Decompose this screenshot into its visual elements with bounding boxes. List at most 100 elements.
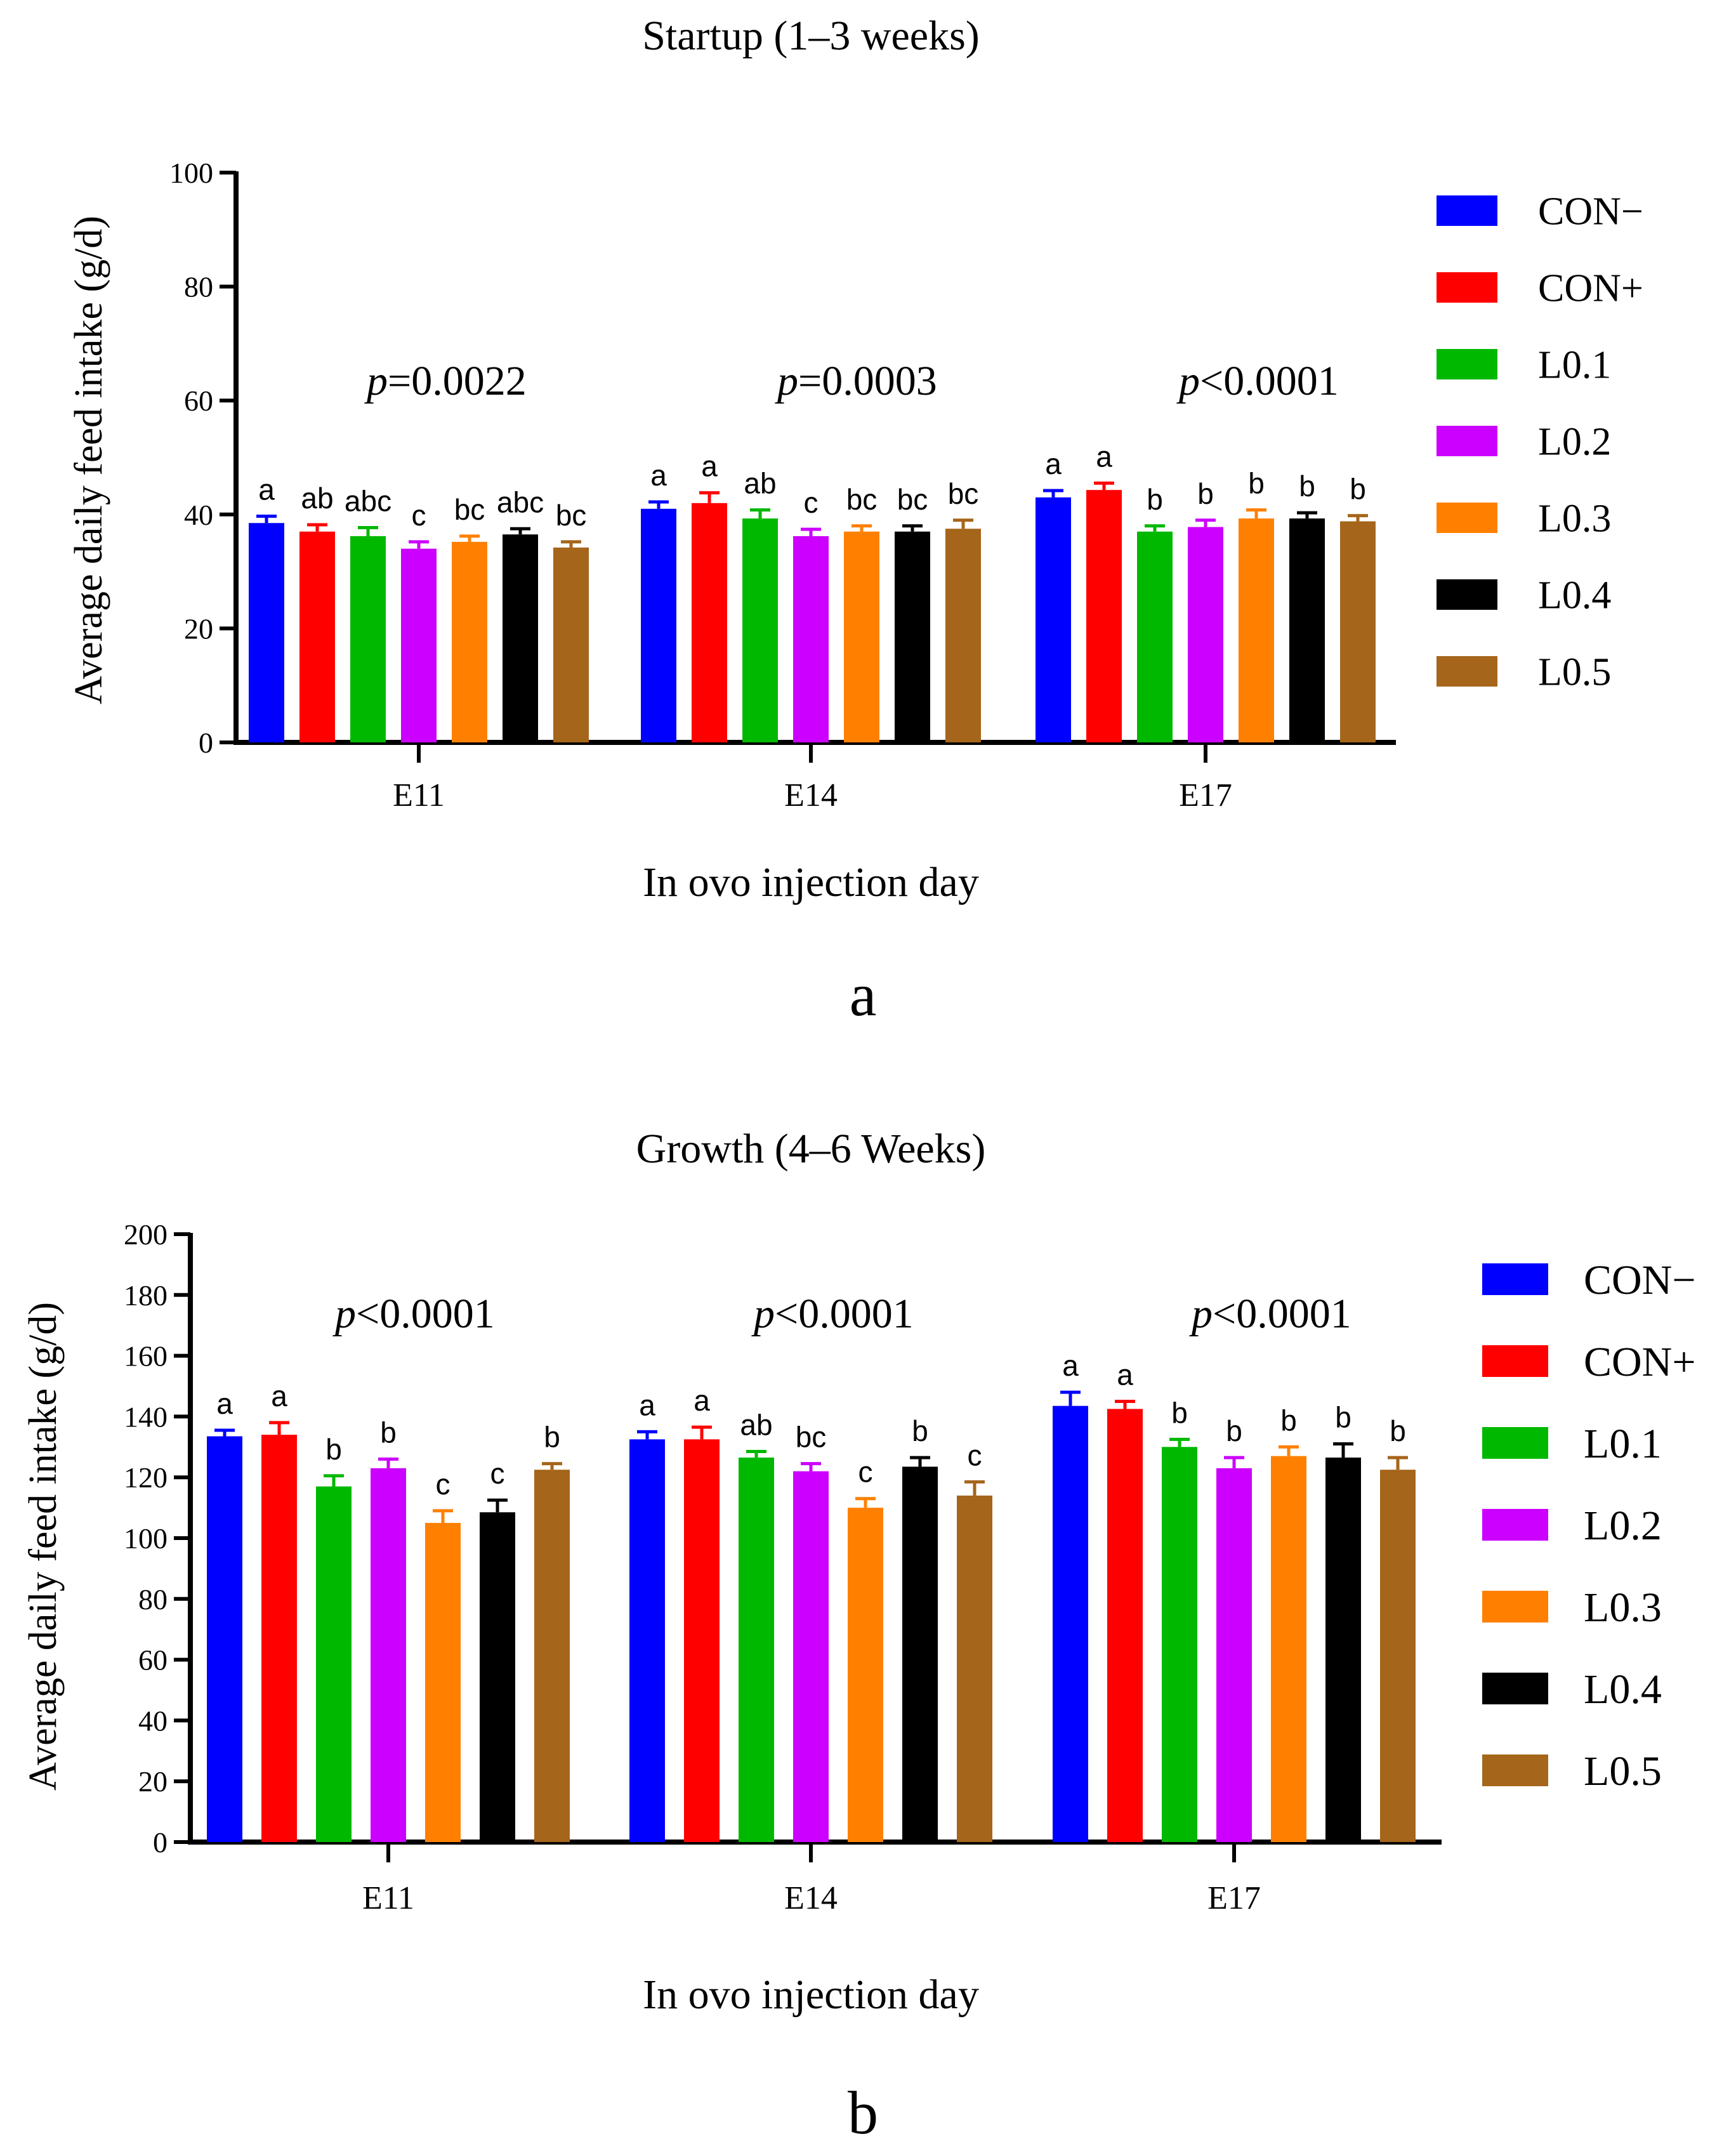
bar — [401, 548, 437, 742]
y-tick-label: 0 — [199, 727, 213, 759]
y-tick-label: 100 — [124, 1522, 168, 1555]
legend-swatch — [1482, 1673, 1548, 1704]
panel-a: Startup (1–3 weeks) Average daily feed i… — [67, 13, 1643, 1029]
legend-swatch — [1437, 272, 1497, 303]
bar — [503, 534, 538, 742]
significance-letter: b — [1335, 1401, 1351, 1434]
significance-letter: ab — [744, 467, 776, 500]
y-tick-label: 80 — [184, 271, 213, 303]
panel-label: b — [848, 2079, 878, 2146]
panel-label: a — [850, 961, 877, 1029]
bar — [742, 518, 778, 742]
bar — [902, 1466, 938, 1842]
legend-swatch — [1482, 1509, 1548, 1541]
bar — [1380, 1470, 1416, 1842]
significance-letter: bc — [454, 493, 485, 526]
p-value-annotation: p<0.0001 — [751, 1291, 914, 1337]
bar — [793, 536, 829, 742]
bar — [261, 1435, 297, 1842]
legend-label: L0.4 — [1584, 1666, 1662, 1713]
significance-letter: a — [271, 1379, 287, 1412]
y-tick-label: 180 — [124, 1279, 168, 1312]
bar — [895, 531, 930, 742]
x-tick-label: E11 — [362, 1880, 414, 1916]
p-value-symbol: p — [775, 358, 798, 404]
significance-letter: c — [436, 1468, 450, 1501]
legend-label: L0.3 — [1538, 497, 1611, 541]
x-tick-label: E17 — [1207, 1880, 1261, 1916]
y-tick-label: 20 — [184, 612, 213, 645]
significance-letter: abc — [345, 484, 391, 517]
y-tick-label: 100 — [169, 157, 213, 189]
significance-letter: b — [1299, 470, 1315, 503]
y-tick-label: 0 — [153, 1826, 168, 1859]
p-value-annotation: p<0.0001 — [1176, 358, 1339, 404]
legend-label: L0.1 — [1584, 1421, 1662, 1467]
p-value-annotation: p<0.0001 — [332, 1291, 495, 1337]
significance-letter: bc — [948, 477, 979, 510]
x-tick-label: E17 — [1179, 777, 1232, 813]
significance-letter: ab — [301, 482, 333, 515]
significance-letter: b — [912, 1414, 928, 1447]
legend-label: L0.5 — [1584, 1748, 1662, 1794]
legend-swatch — [1482, 1345, 1548, 1377]
significance-letter: bc — [556, 499, 587, 532]
y-tick-label: 200 — [124, 1218, 168, 1251]
bar — [1340, 521, 1376, 742]
bar — [1325, 1458, 1361, 1842]
legend-label: CON− — [1584, 1257, 1696, 1303]
legend-swatch — [1437, 426, 1497, 456]
bar — [739, 1458, 774, 1842]
significance-letter: a — [650, 459, 667, 492]
significance-letter: a — [216, 1387, 233, 1420]
y-tick-label: 160 — [124, 1340, 168, 1373]
bar — [793, 1471, 829, 1842]
y-tick-label: 60 — [138, 1644, 168, 1676]
legend-label: L0.1 — [1538, 344, 1611, 387]
legend-label: L0.2 — [1538, 421, 1611, 464]
bar — [844, 531, 879, 742]
significance-letter: b — [1171, 1396, 1188, 1429]
significance-letter: abc — [497, 485, 544, 518]
significance-letter: c — [968, 1438, 982, 1471]
significance-letter: a — [694, 1384, 710, 1417]
bar — [480, 1512, 515, 1842]
significance-letter: c — [858, 1456, 873, 1489]
x-tick-label: E11 — [393, 777, 445, 813]
y-tick-label: 140 — [124, 1400, 168, 1433]
y-tick-label: 40 — [138, 1704, 168, 1737]
legend-label: L0.5 — [1538, 651, 1611, 694]
significance-letter: c — [412, 499, 426, 532]
p-value-annotation: p=0.0003 — [775, 358, 937, 404]
p-value-symbol: p — [751, 1291, 775, 1337]
bar — [1086, 490, 1122, 742]
significance-letter: a — [1062, 1349, 1079, 1382]
bar — [957, 1495, 992, 1842]
x-axis-label: In ovo injection day — [643, 1972, 979, 2018]
significance-letter: a — [639, 1388, 655, 1421]
legend-swatch — [1437, 656, 1497, 687]
legend-label: CON+ — [1584, 1339, 1696, 1385]
significance-letter: c — [490, 1457, 505, 1490]
bar — [299, 531, 335, 742]
y-tick-label: 60 — [184, 385, 213, 417]
significance-letter: b — [1248, 467, 1265, 500]
y-tick-label: 80 — [138, 1583, 168, 1616]
significance-letter: a — [1045, 447, 1062, 480]
p-value-text: <0.0001 — [1213, 1291, 1351, 1337]
bar — [945, 529, 981, 742]
legend: CON− CON+ L0.1 L0.2 L0.3 L0.4 L0.5 — [1437, 190, 1643, 694]
bar — [316, 1486, 352, 1842]
legend-swatch — [1437, 503, 1497, 533]
p-value-text: <0.0001 — [1200, 358, 1339, 404]
p-value-symbol: p — [332, 1291, 356, 1337]
legend-swatch — [1482, 1754, 1548, 1786]
bar — [452, 541, 487, 742]
x-axis-label: In ovo injection day — [643, 859, 979, 905]
bar — [1216, 1468, 1252, 1842]
bar — [534, 1470, 570, 1842]
x-tick-label: E14 — [784, 777, 838, 813]
